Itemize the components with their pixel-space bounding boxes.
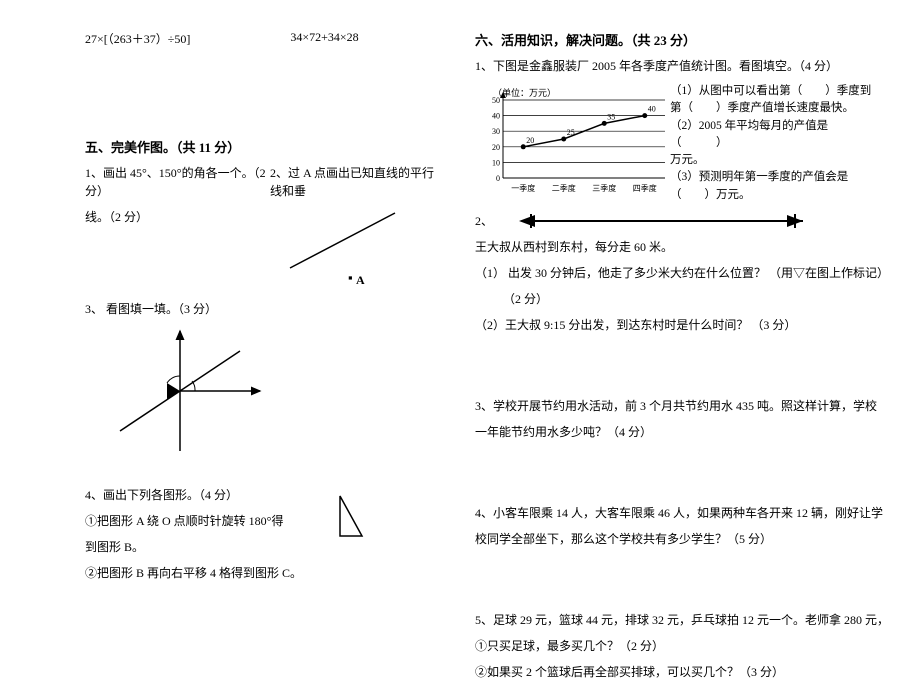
- line-and-point-figure: ▪ A: [270, 208, 430, 288]
- triangle-figure: [320, 486, 380, 546]
- equation-row: 27×[（263＋37）÷50] 34×72+34×28: [85, 30, 445, 47]
- svg-text:25: 25: [567, 128, 575, 137]
- q6-1c: （2）2005 年平均每月的产值是（ ）: [670, 118, 875, 153]
- chart-container: （单位：万元）50403020100一季度二季度三季度四季度20253540: [475, 83, 670, 204]
- q6-1f: （ ）万元。: [670, 187, 875, 204]
- q6-5b: ②如果买 2 个篮球后再全部买排球，可以买几个？（3 分）: [475, 663, 895, 681]
- svg-text:▪: ▪: [348, 270, 353, 285]
- svg-text:20: 20: [526, 136, 534, 145]
- svg-text:三季度: 三季度: [592, 183, 616, 193]
- chart-questions: （1）从图中可以看出第（ ）季度到 第（ ）季度产值增长速度最快。 （2）200…: [670, 83, 875, 204]
- svg-text:35: 35: [607, 112, 615, 121]
- angle-arrows-figure: [105, 326, 275, 456]
- q6-5: 5、足球 29 元，篮球 44 元，排球 32 元，乒乓球拍 12 元一个。老师…: [475, 611, 895, 629]
- left-column: 27×[（263＋37）÷50] 34×72+34×28 五、完美作图。（共 1…: [85, 30, 445, 590]
- q6-2text: 王大叔从西村到东村，每分走 60 米。: [475, 238, 895, 256]
- q6-3: 3、学校开展节约用水活动，前 3 个月共节约用水 435 吨。照这样计算，学校: [475, 397, 895, 415]
- line-chart: （单位：万元）50403020100一季度二季度三季度四季度20253540: [478, 86, 673, 196]
- svg-text:二季度: 二季度: [552, 183, 576, 193]
- q5-4: 4、画出下列各图形。（4 分）: [85, 486, 320, 504]
- q6-4b: 校同学全部坐下，那么这个学校共有多少学生？（5 分）: [475, 530, 895, 548]
- q5-4a2: 到图形 B。: [85, 538, 320, 556]
- section-5-title: 五、完美作图。（共 11 分）: [85, 137, 445, 156]
- svg-text:40: 40: [648, 105, 656, 114]
- q6-5a: ①只买足球，最多买几个？（2 分）: [475, 637, 895, 655]
- q5-2: 2、过 A 点画出已知直线的平行线和垂: [270, 164, 445, 200]
- q6-2a2: （2 分）: [475, 290, 895, 308]
- svg-text:40: 40: [492, 112, 500, 121]
- q6-1d: 万元。: [670, 152, 875, 169]
- q6-3b: 一年能节约用水多少吨？（4 分）: [475, 423, 895, 441]
- q6-1: 1、下图是金鑫服装厂 2005 年各季度产值统计图。看图填空。（4 分）: [475, 57, 895, 75]
- svg-text:一季度: 一季度: [511, 183, 535, 193]
- q5-1b: 线。（2 分）: [85, 208, 270, 226]
- q6-1e: （3）预测明年第一季度的产值会是: [670, 169, 875, 186]
- equation-1: 27×[（263＋37）÷50]: [85, 30, 190, 47]
- q6-1b: 第（ ）季度产值增长速度最快。: [670, 100, 875, 117]
- svg-text:30: 30: [492, 127, 500, 136]
- number-line-figure: [513, 210, 813, 232]
- q6-2: 2、: [475, 212, 493, 229]
- section-6-title: 六、活用知识，解决问题。（共 23 分）: [475, 30, 895, 49]
- svg-text:10: 10: [492, 158, 500, 167]
- q6-2a: （1） 出发 30 分钟后，他走了多少米大约在什么位置？ （用▽在图上作标记）: [475, 264, 895, 282]
- svg-text:50: 50: [492, 96, 500, 105]
- right-column: 六、活用知识，解决问题。（共 23 分） 1、下图是金鑫服装厂 2005 年各季…: [475, 30, 895, 689]
- svg-text:四季度: 四季度: [633, 183, 657, 193]
- q5-1: 1、画出 45°、150°的角各一个。（2 分）: [85, 164, 270, 200]
- q5-4b: ②把图形 B 再向右平移 4 格得到图形 C。: [85, 564, 320, 582]
- svg-text:0: 0: [496, 174, 500, 183]
- q6-1a: （1）从图中可以看出第（ ）季度到: [670, 83, 875, 100]
- point-a-label: A: [356, 273, 365, 287]
- equation-2: 34×72+34×28: [290, 30, 358, 47]
- svg-text:20: 20: [492, 143, 500, 152]
- q5-3: 3、 看图填一填。（3 分）: [85, 300, 445, 318]
- q6-4: 4、小客车限乘 14 人，大客车限乘 46 人，如果两种车各开来 12 辆，刚好…: [475, 504, 895, 522]
- q5-4a: ①把图形 A 绕 O 点顺时针旋转 180°得: [85, 512, 320, 530]
- q6-2b: （2）王大叔 9:15 分出发，到达东村时是什么时间？ （3 分）: [475, 316, 895, 334]
